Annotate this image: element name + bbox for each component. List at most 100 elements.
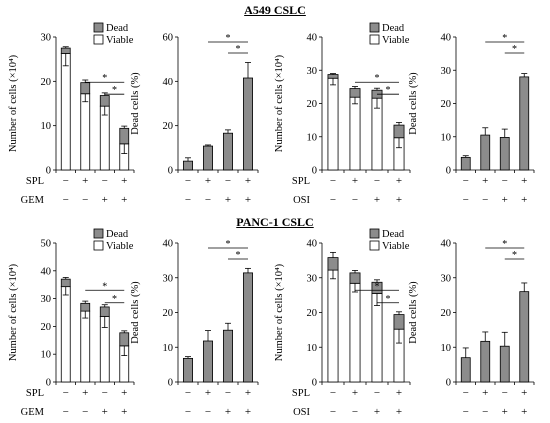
treatment-mark: +: [521, 175, 527, 187]
bar-dead-percent: [519, 76, 530, 171]
significance-star: *: [502, 33, 507, 44]
y-tick-label: 30: [441, 273, 452, 284]
significance-star: *: [102, 73, 107, 84]
y-axis-label: Number of cells (×10⁴): [274, 54, 285, 152]
treatment-mark: +: [396, 406, 402, 418]
y-tick-label: 40: [41, 266, 52, 277]
treatment-mark: +: [482, 175, 488, 187]
y-tick-label: 0: [168, 166, 173, 177]
bar-dead: [99, 95, 110, 107]
y-tick-label: 10: [41, 350, 52, 361]
treatment-mark: −: [482, 194, 488, 206]
treatment-mark: −: [63, 387, 69, 399]
y-tick-label: 10: [163, 343, 174, 354]
bar-dead-percent: [499, 137, 510, 171]
section-title-panc1: PANC-1 CSLC: [236, 215, 314, 229]
bar-dead: [327, 257, 339, 271]
bar-viable: [60, 286, 71, 383]
y-tick-label: 20: [441, 99, 452, 110]
y-tick-label: 50: [41, 239, 52, 250]
y-axis-label: Dead cells (%): [130, 72, 141, 135]
bar-dead-percent: [202, 145, 213, 171]
legend-swatch-viable: [369, 240, 380, 251]
treatment-mark: −: [502, 175, 508, 187]
y-tick-label: 30: [41, 294, 52, 305]
legend-label-dead: Dead: [382, 23, 405, 34]
legend-label-viable: Viable: [382, 35, 410, 46]
treatment-mark: −: [63, 175, 69, 187]
treatment-mark: −: [63, 406, 69, 418]
y-axis-label: Dead cells (%): [130, 281, 141, 344]
treatment-row-label: GEM: [21, 195, 45, 206]
y-tick-label: 0: [46, 378, 51, 389]
treatment-mark: +: [521, 406, 527, 418]
treatment-row-label: OSI: [293, 407, 310, 418]
treatment-mark: −: [102, 387, 108, 399]
y-tick-label: 20: [441, 308, 452, 319]
significance-star: *: [226, 239, 231, 250]
significance-star: *: [512, 250, 517, 261]
y-tick-label: 40: [441, 33, 452, 44]
treatment-row-label: SPL: [26, 388, 44, 399]
bar-dead: [393, 124, 405, 139]
treatment-mark: −: [225, 387, 231, 399]
y-tick-label: 20: [41, 77, 52, 88]
y-tick-label: 10: [441, 343, 452, 354]
y-tick-label: 0: [168, 378, 173, 389]
legend-swatch-dead: [93, 228, 104, 239]
y-tick-label: 20: [307, 308, 318, 319]
y-tick-label: 30: [163, 273, 174, 284]
chart-panel-5: 0 10 20 30 40 Dead cells (%) * * − + − + − − + +: [130, 239, 259, 418]
legend-label-dead: Dead: [106, 23, 129, 34]
treatment-mark: +: [245, 406, 251, 418]
legend-label-dead: Dead: [382, 229, 405, 240]
bar-dead: [119, 332, 130, 347]
y-axis-label: Number of cells (×10⁴): [8, 54, 19, 152]
legend-swatch-viable: [93, 34, 104, 45]
bar-dead-percent: [182, 160, 193, 171]
y-tick-label: 40: [307, 33, 318, 44]
treatment-mark: −: [225, 175, 231, 187]
treatment-mark: −: [352, 406, 358, 418]
chart-panel-6: 0 10 20 30 40 Number of cells (×10⁴) DeadViabl…: [274, 228, 411, 418]
significance-star: *: [112, 294, 117, 305]
treatment-mark: +: [121, 406, 127, 418]
bar-dead: [99, 306, 110, 317]
y-tick-label: 60: [163, 33, 174, 44]
significance-star: *: [386, 294, 391, 305]
bar-dead: [80, 302, 91, 312]
bar-viable: [80, 93, 91, 171]
bar-dead-percent: [519, 291, 530, 383]
treatment-mark: +: [396, 175, 402, 187]
treatment-row-label: SPL: [292, 176, 310, 187]
bar-viable: [371, 292, 383, 383]
treatment-mark: +: [102, 406, 108, 418]
y-axis-label: Dead cells (%): [408, 72, 419, 135]
treatment-mark: −: [205, 406, 211, 418]
treatment-mark: +: [352, 387, 358, 399]
y-axis-label: Number of cells (×10⁴): [8, 263, 19, 361]
legend-label-dead: Dead: [106, 229, 129, 240]
treatment-row-label: OSI: [293, 195, 310, 206]
chart-panel-7: 0 10 20 30 40 Dead cells (%) * * − + − + − − + +: [408, 239, 535, 418]
treatment-mark: −: [330, 406, 336, 418]
bar-dead-percent: [480, 134, 491, 171]
treatment-mark: +: [521, 387, 527, 399]
significance-star: *: [236, 44, 241, 55]
y-tick-label: 30: [441, 66, 452, 77]
treatment-mark: +: [82, 387, 88, 399]
treatment-mark: −: [374, 175, 380, 187]
y-tick-label: 10: [307, 343, 318, 354]
bar-dead: [119, 127, 130, 145]
treatment-mark: +: [102, 194, 108, 206]
treatment-mark: −: [102, 175, 108, 187]
treatment-mark: +: [121, 387, 127, 399]
legend-swatch-dead: [93, 22, 104, 33]
treatment-mark: +: [245, 387, 251, 399]
bar-dead-percent: [182, 357, 193, 383]
y-tick-label: 20: [163, 308, 174, 319]
y-tick-label: 40: [307, 239, 318, 250]
treatment-mark: +: [396, 387, 402, 399]
significance-star: *: [102, 281, 107, 292]
